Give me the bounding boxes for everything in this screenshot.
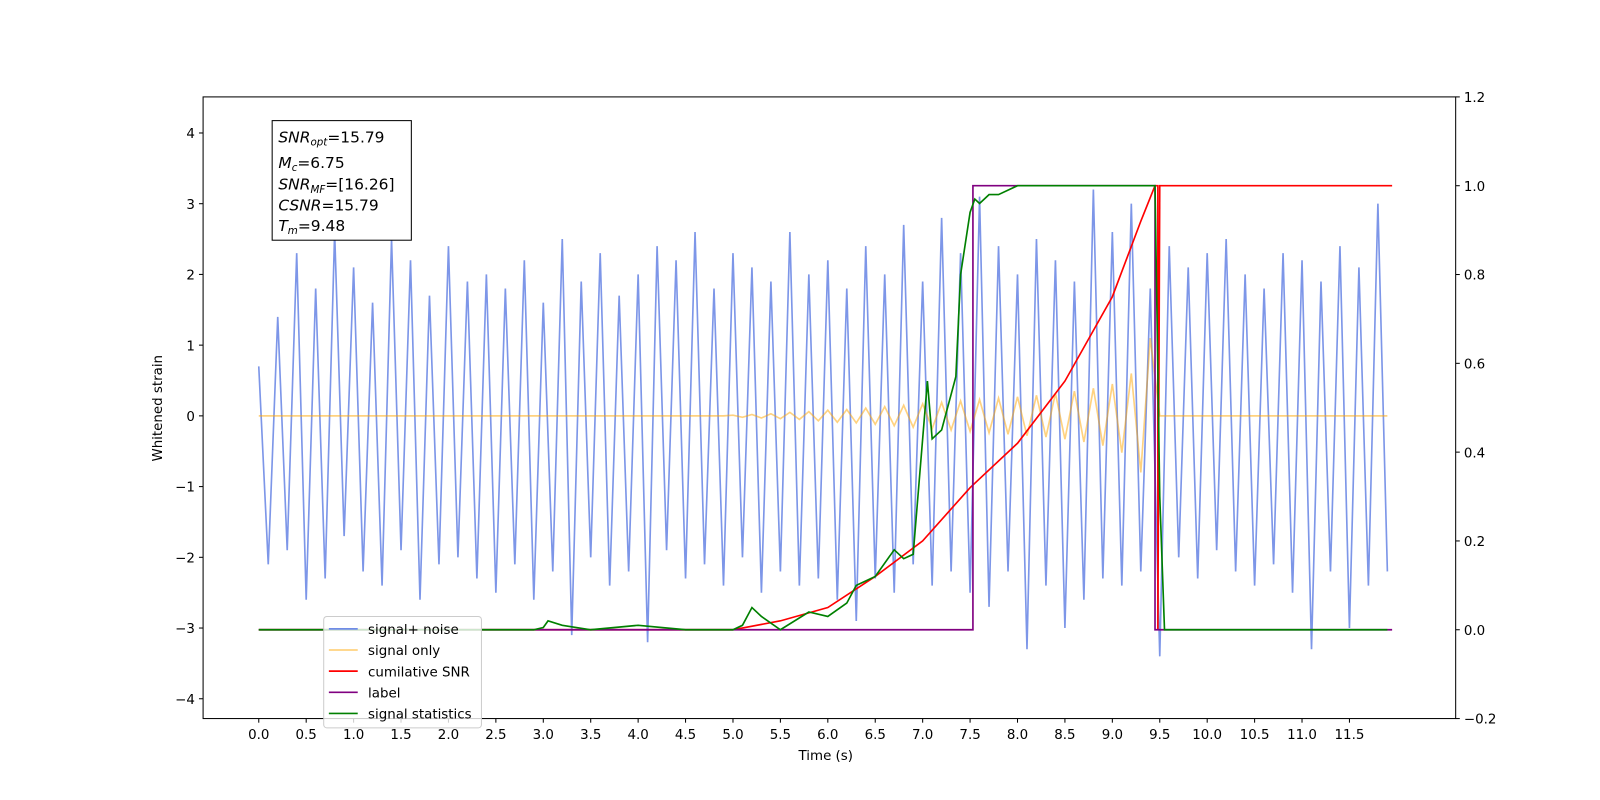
x-tick-label: 0.5 [296,728,317,743]
x-tick-label: 7.0 [912,728,933,743]
series-line [258,337,1388,473]
annotation-value: =15.79 [322,196,379,214]
x-tick-label: 7.5 [959,728,980,743]
series-line [257,189,1389,657]
y2-tick-label: 0.0 [1464,624,1485,639]
series-line [258,184,1393,631]
legend-label: signal only [368,644,440,659]
x-tick-label: 8.5 [1054,728,1075,743]
x-tick-label: 5.5 [770,728,791,743]
x-tick-label: 6.0 [817,728,838,743]
annotation-var: CSNR [278,196,321,214]
annotation-sub: c [292,162,298,174]
y-tick-label: 2 [186,269,195,284]
x-tick-label: 4.0 [627,728,648,743]
x-tick-label: 8.0 [1007,728,1028,743]
plot-area [257,184,1393,657]
annotation-value: =[16.26] [325,176,394,194]
annotation-sub: m [288,225,298,237]
y-tick-label: 3 [186,198,195,213]
y-tick-label: 1 [186,339,195,354]
y2-tick-label: 1.0 [1464,180,1485,195]
annotation: SNRopt=15.79 [278,128,384,148]
legend-label: label [368,686,400,701]
x-tick-label: 4.5 [675,728,696,743]
x-tick-label: 10.5 [1240,728,1270,743]
x-tick-label: 10.0 [1192,728,1222,743]
annotation: Mc=6.75 [278,154,344,174]
series-line [258,184,1388,631]
annotation-value: =9.48 [298,217,345,235]
x-tick-label: 0.0 [248,728,269,743]
x-tick-label: 9.0 [1102,728,1123,743]
x-axis-label: Time (s) [798,749,853,764]
y2-tick-label: 0.8 [1464,269,1485,284]
x-tick-label: 2.0 [438,728,459,743]
annotation-var: SNR [278,176,310,194]
y2-tick-label: 1.2 [1464,91,1485,106]
y2-tick-label: 0.2 [1464,535,1485,550]
y-tick-label: 4 [186,127,195,142]
series-line [258,184,1393,631]
annotation-var: M [278,154,291,172]
annotation-box [271,120,412,241]
y2-tick-label: −0.2 [1464,713,1497,728]
x-tick-label: 3.0 [533,728,554,743]
x-tick-label: 9.5 [1149,728,1170,743]
x-tick-label: 6.5 [865,728,886,743]
axes-frame [202,96,1457,720]
x-tick-label: 1.0 [343,728,364,743]
annotation: Tm=9.48 [278,217,345,237]
annotation: SNRMF=[16.26] [278,176,394,196]
y-tick-label: −2 [175,551,195,566]
x-tick-label: 11.0 [1287,728,1317,743]
y-tick-label: 0 [186,410,195,425]
x-tick-label: 3.5 [580,728,601,743]
legend-label: cumilative SNR [368,665,470,680]
x-tick-label: 1.5 [390,728,411,743]
annotation-var: T [278,217,289,235]
legend-box [323,615,482,729]
y-tick-label: −1 [175,481,195,496]
annotation: CSNR=15.79 [278,196,378,214]
annotation-value: =15.79 [327,128,384,146]
annotation-value: =6.75 [297,154,344,172]
x-tick-label: 2.5 [485,728,506,743]
y-tick-label: −3 [175,622,195,637]
annotation-sub: opt [310,136,328,148]
annotation-var: SNR [278,128,310,146]
annotation-sub: MF [310,184,326,196]
y2-tick-label: 0.4 [1464,446,1485,461]
legend-label: signal statistics [368,708,472,723]
y-tick-label: −4 [175,693,195,708]
y-axis-label: Whitened strain [151,355,166,462]
x-tick-label: 5.0 [722,728,743,743]
legend-label: signal+ noise [368,623,459,638]
x-tick-label: 11.5 [1335,728,1365,743]
y2-tick-label: 0.6 [1464,357,1485,372]
